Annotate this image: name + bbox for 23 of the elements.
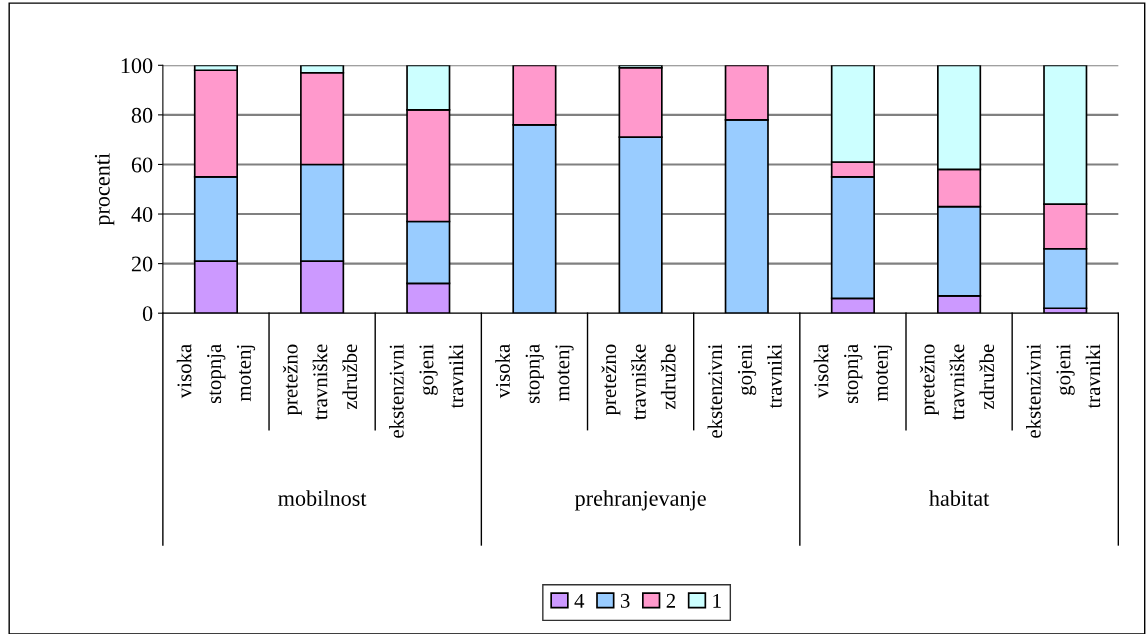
x-tick-label: visoka stopnja motenj (495, 344, 574, 404)
legend-label: 4 (574, 593, 585, 608)
x-tick-label: ekstenzivni gojeni travniki (707, 344, 782, 438)
y-tick-label: 60 (131, 157, 153, 173)
x-tick-label: visoka stopnja motenj (176, 344, 256, 404)
text: prehranjevanje (574, 490, 706, 511)
legend-label: 1 (713, 593, 721, 608)
text: habitat (929, 490, 990, 506)
x-tick-label: visoka stopnja motenj (813, 344, 893, 404)
y-tick-label: 0 (142, 306, 153, 322)
y-tick-label: 100 (121, 58, 153, 74)
y-tick-label: 40 (131, 206, 153, 222)
x-tick-label: pretežno travniške združbe (919, 344, 995, 420)
x-tick-label: ekstenzivni gojeni travniki (389, 344, 464, 438)
x-tick-label: pretežno travniške združbe (282, 344, 358, 420)
y-tick-label: 20 (131, 256, 153, 272)
x-tick-label: pretežno travniške združbe (601, 344, 676, 420)
text: mobilnost (278, 490, 367, 506)
y-axis-title: procenti (94, 153, 115, 226)
x-tick-label: ekstenzivni gojeni travniki (1026, 344, 1101, 438)
legend-label: 2 (666, 593, 676, 608)
y-tick-label: 80 (131, 107, 153, 123)
legend-label: 3 (620, 593, 630, 608)
